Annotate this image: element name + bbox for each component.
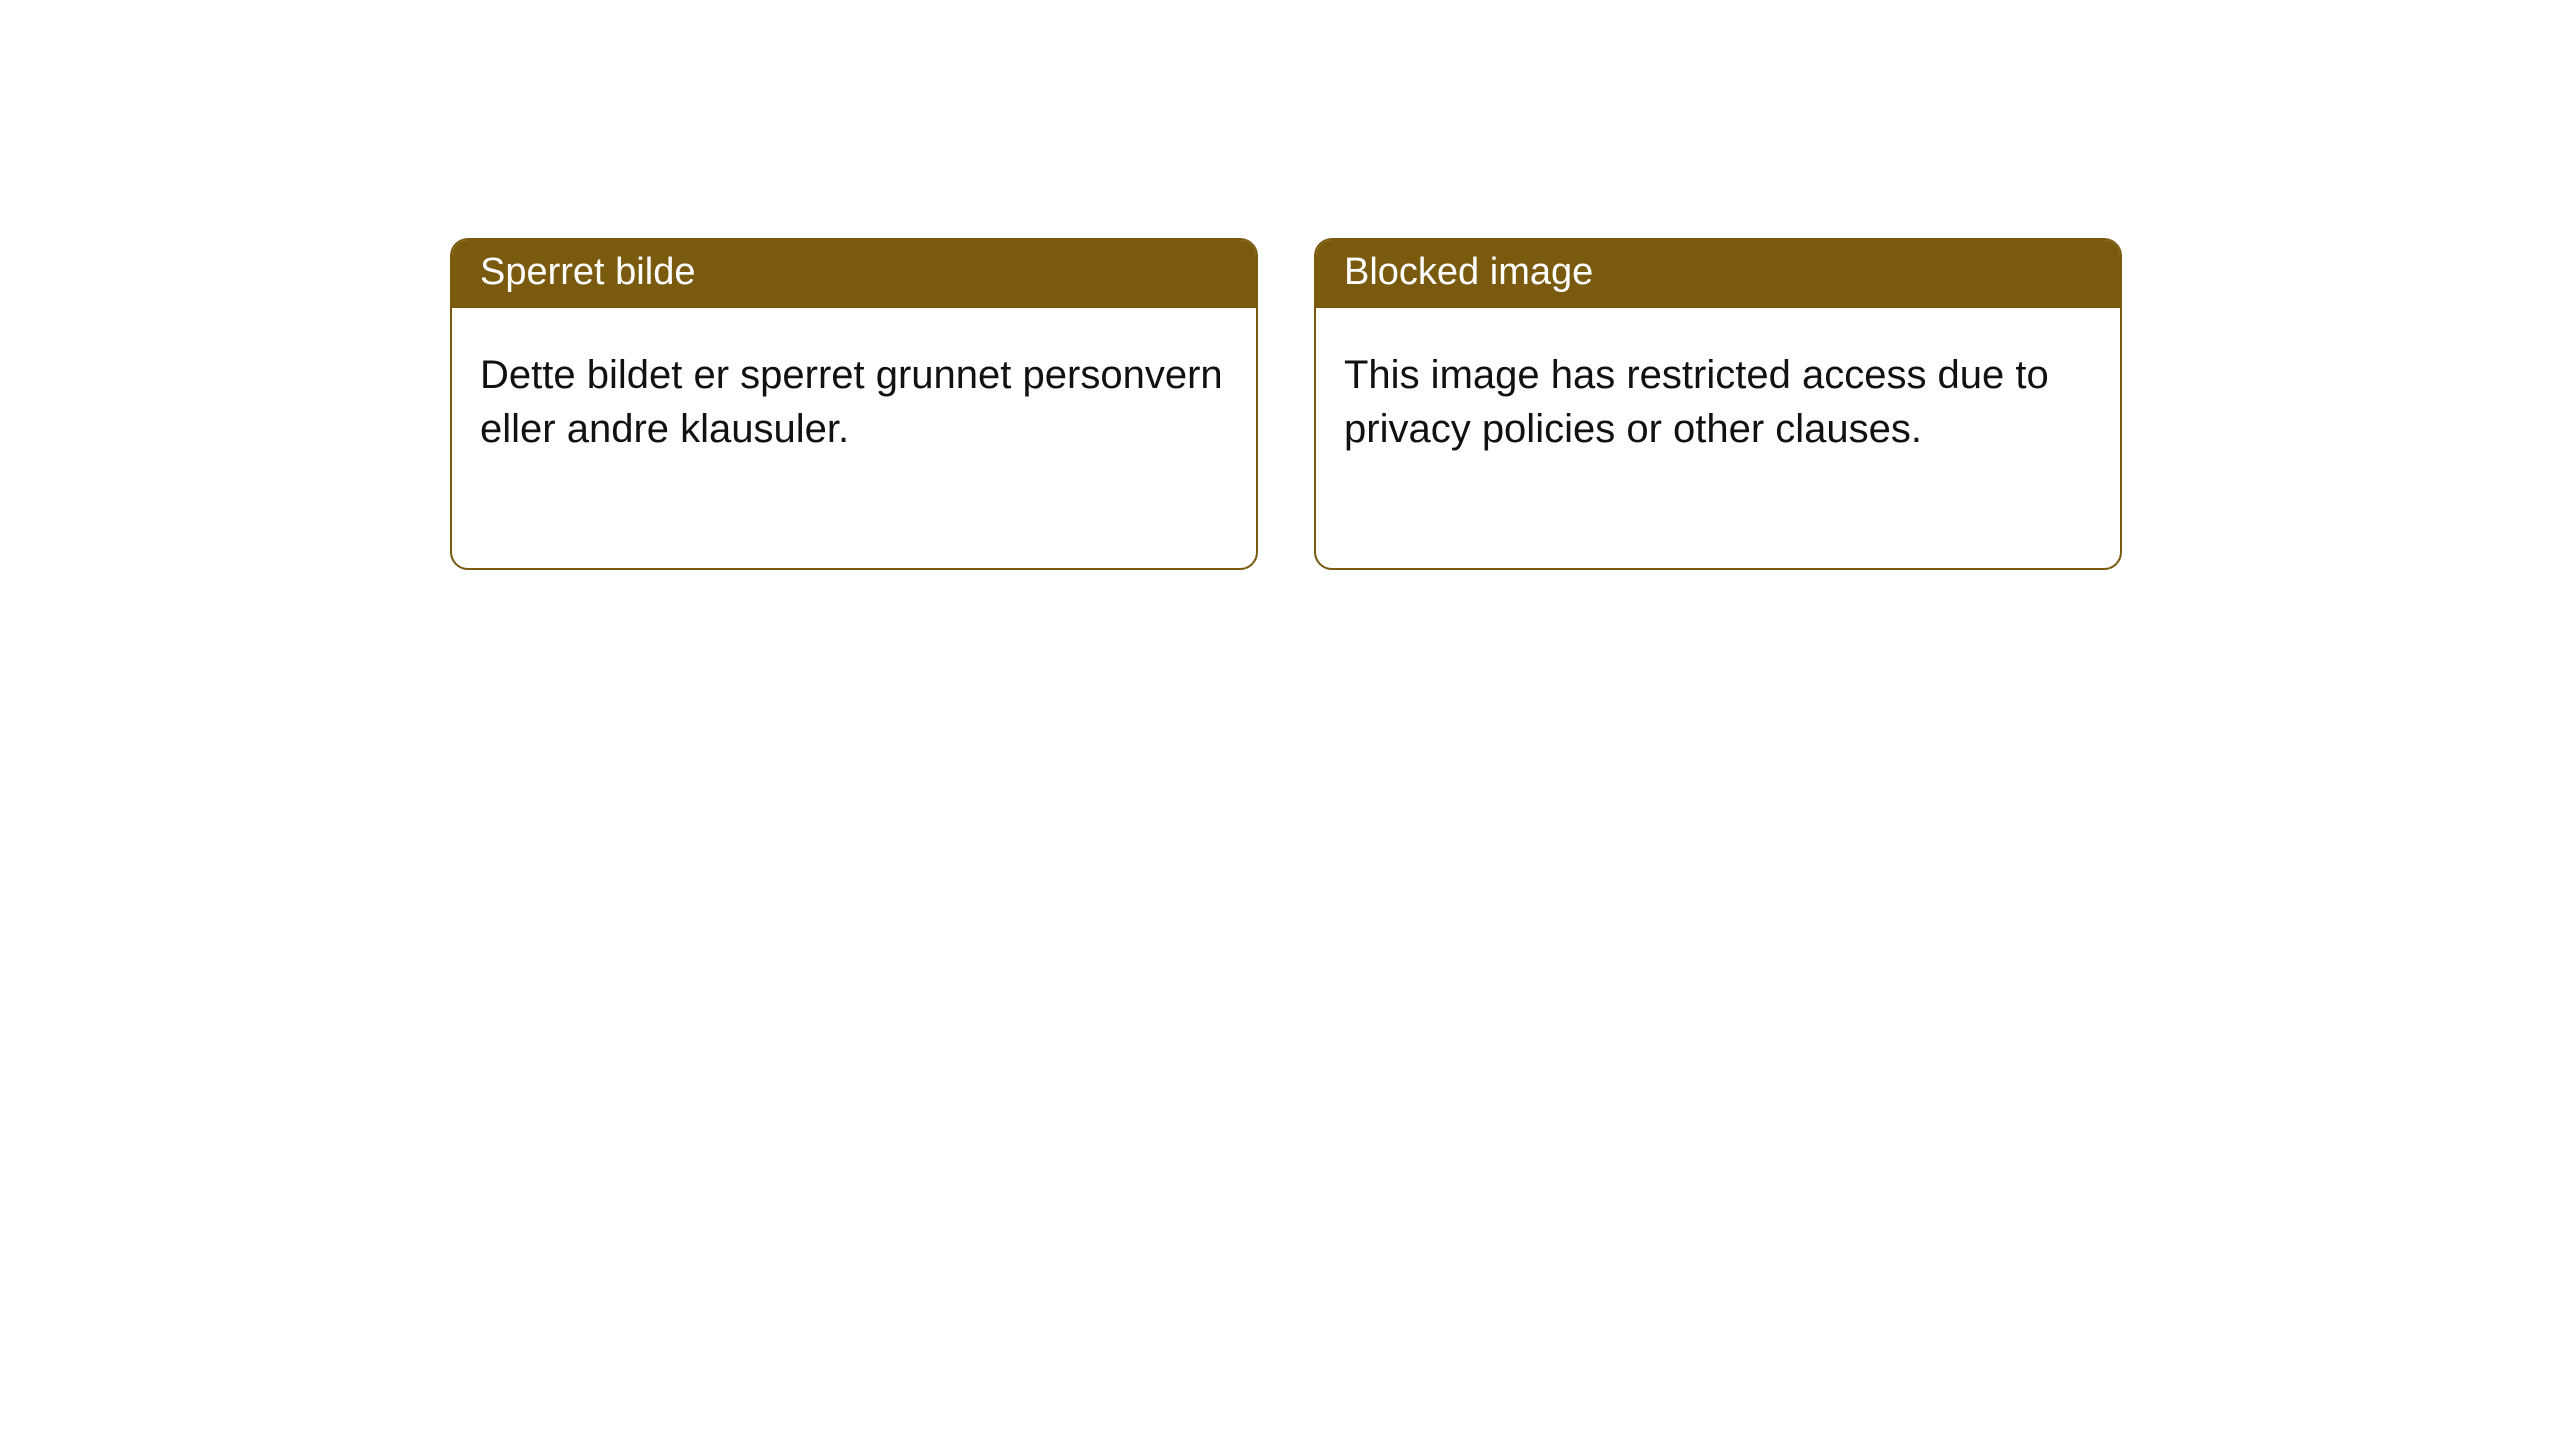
notice-card-english: Blocked image This image has restricted … [1314, 238, 2122, 570]
notice-card-norwegian: Sperret bilde Dette bildet er sperret gr… [450, 238, 1258, 570]
notice-container: Sperret bilde Dette bildet er sperret gr… [0, 0, 2560, 570]
notice-header: Blocked image [1316, 240, 2120, 308]
notice-body: Dette bildet er sperret grunnet personve… [452, 308, 1256, 568]
notice-body: This image has restricted access due to … [1316, 308, 2120, 568]
notice-header: Sperret bilde [452, 240, 1256, 308]
